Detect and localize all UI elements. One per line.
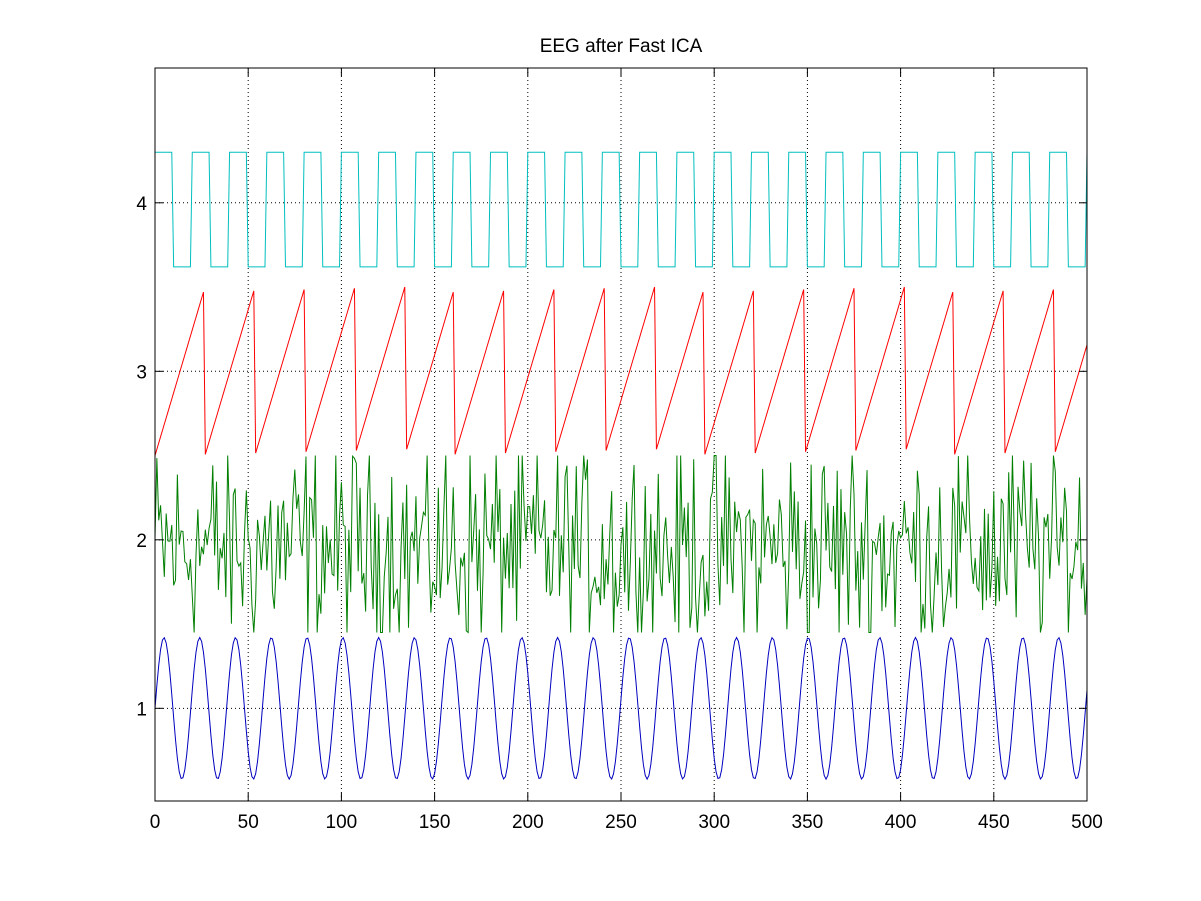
x-tick-label: 500 (1071, 812, 1103, 833)
tick-layer: 0 50 100 150 200 250 300 350 400 450 500 1 2 3 4 (136, 68, 1103, 833)
x-tick-label: 0 (150, 812, 161, 833)
series-noise-line (154, 454, 1088, 634)
series-sawtooth-line (154, 286, 1088, 456)
y-tick-label: 4 (136, 194, 147, 215)
y-tick-label: 2 (136, 531, 147, 552)
plot-frame (154, 67, 1088, 802)
series-square-line (155, 151, 1088, 268)
x-tick-label: 300 (698, 812, 730, 833)
x-tick-label: 100 (326, 812, 358, 833)
x-tick-label: 450 (978, 812, 1010, 833)
series-sine-line (154, 636, 1088, 781)
series-layer (154, 151, 1088, 781)
x-tick-label: 250 (605, 812, 637, 833)
x-tick-label: 150 (419, 812, 451, 833)
x-tick-label: 400 (885, 812, 917, 833)
y-tick-label: 1 (136, 699, 147, 720)
x-tick-label: 200 (512, 812, 544, 833)
grid-layer (155, 68, 1087, 801)
y-tick-label: 3 (136, 362, 147, 383)
x-tick-label: 350 (792, 812, 824, 833)
chart-title: EEG after Fast ICA (540, 36, 703, 57)
x-tick-label: 50 (238, 812, 259, 833)
